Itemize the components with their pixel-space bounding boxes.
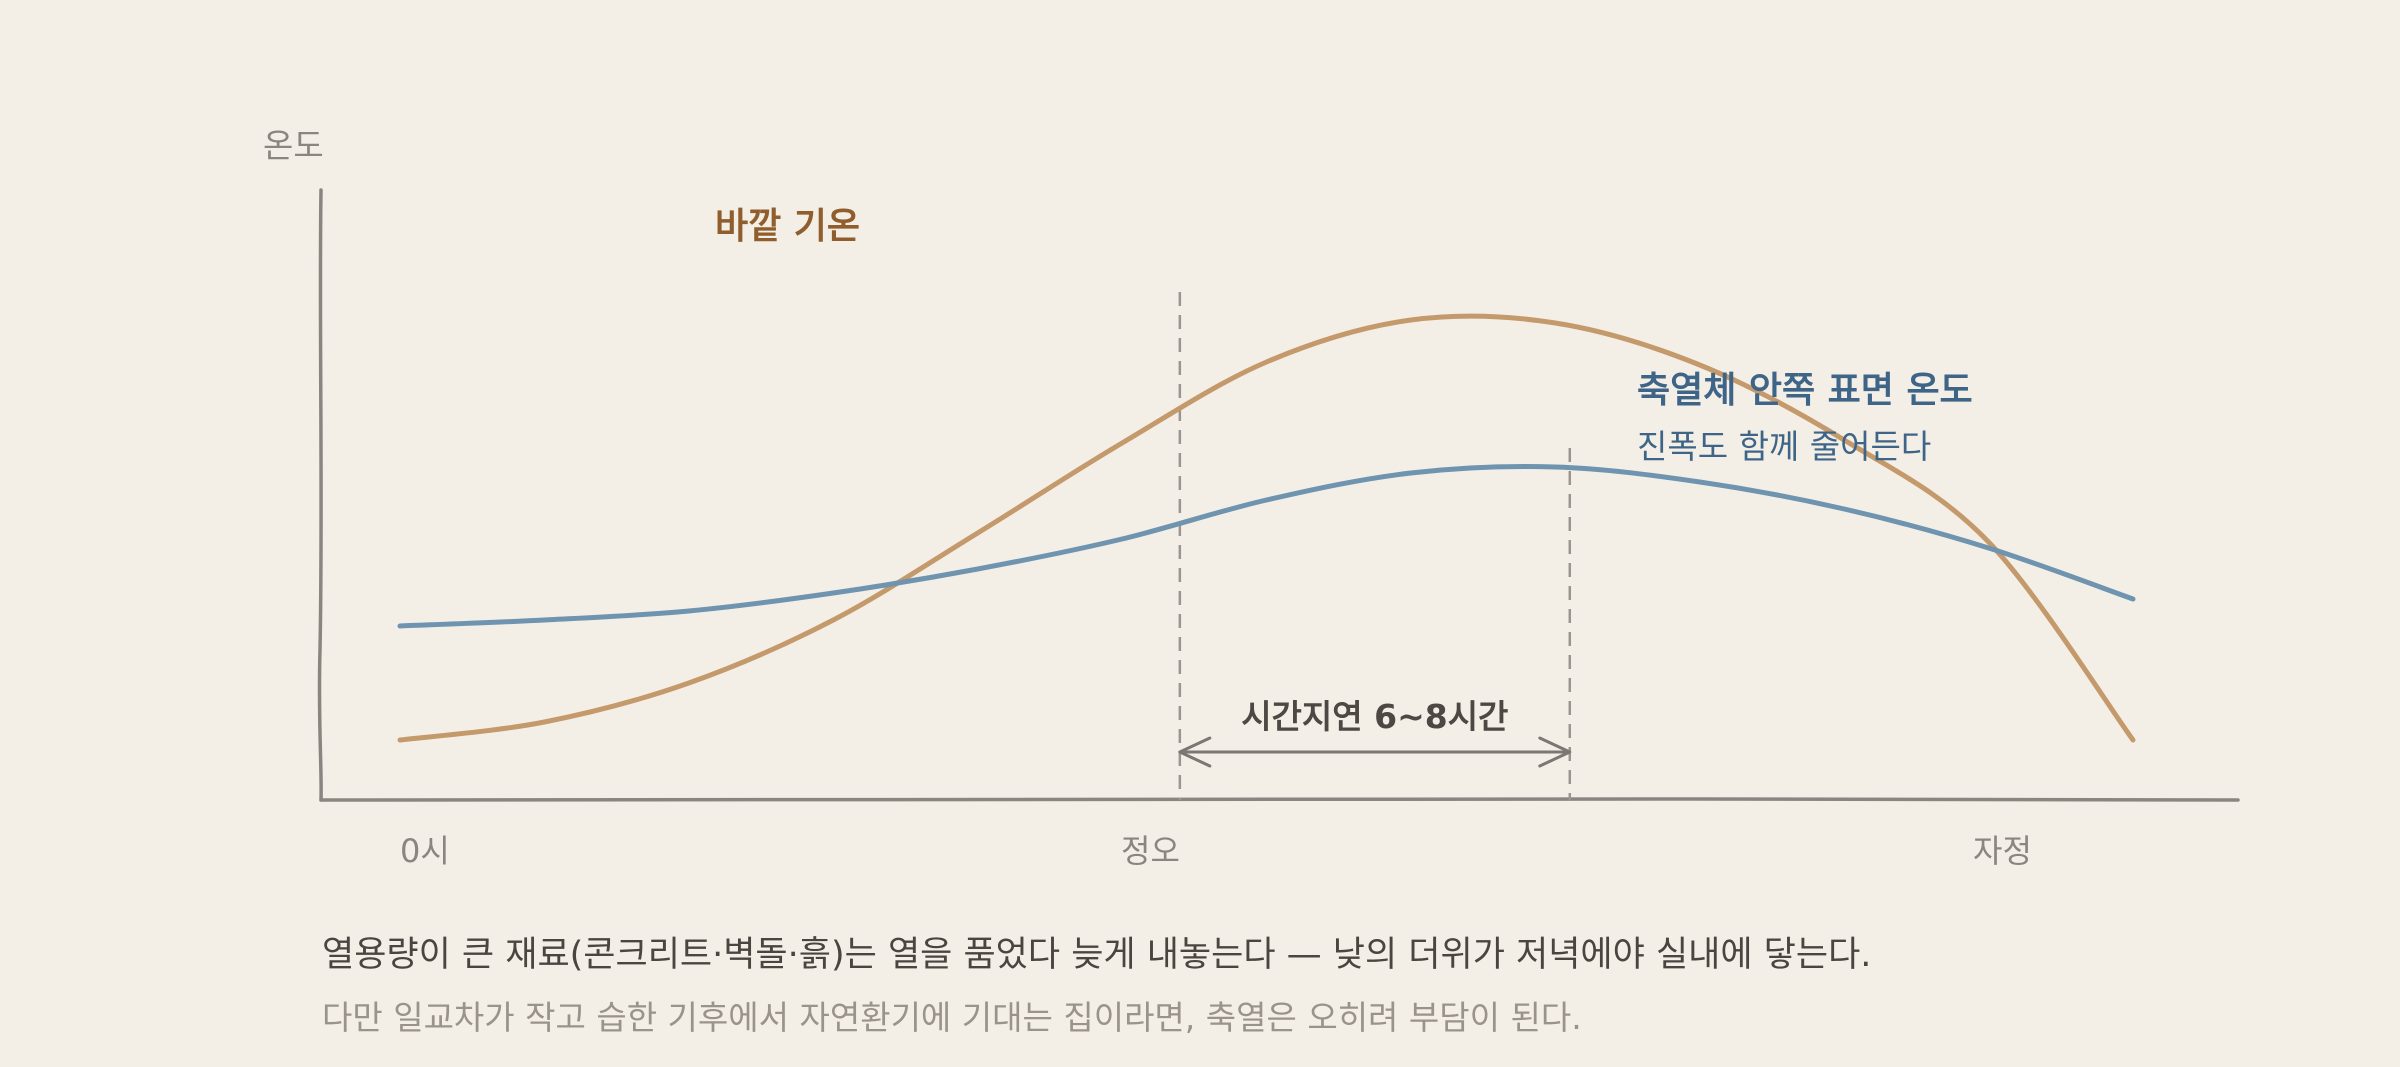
x-tick-label-midnight: 자정 — [1973, 832, 2032, 870]
x-axis — [319, 797, 2240, 803]
y-axis-label: 온도 — [263, 126, 324, 165]
series-label-indoor-surface-temperature: 축열체 안쪽 표면 온도 — [1637, 370, 1973, 411]
x-tick-label-0: 0시 — [400, 832, 450, 870]
x-tick-label-noon: 정오 — [1121, 832, 1180, 870]
lag-annotation-label: 시간지연 6~8시간 — [1241, 697, 1508, 736]
series-line-indoor-surface-temperature — [397, 464, 2136, 629]
series-sublabel-indoor-amplitude: 진폭도 함께 줄어든다 — [1637, 427, 1931, 466]
series-label-outdoor-temperature: 바깥 기온 — [715, 206, 860, 247]
caption-main-text: 열용량이 큰 재료(콘크리트·벽돌·흙)는 열을 품었다 늦게 내놓는다 — 낮… — [322, 935, 1872, 975]
series-line-outdoor-temperature — [397, 313, 2136, 743]
caption-sub-text: 다만 일교차가 작고 습한 기후에서 자연환기에 기대는 집이라면, 축열은 오… — [322, 998, 1582, 1037]
y-axis — [317, 188, 323, 802]
lag-double-arrow — [1178, 736, 1572, 768]
